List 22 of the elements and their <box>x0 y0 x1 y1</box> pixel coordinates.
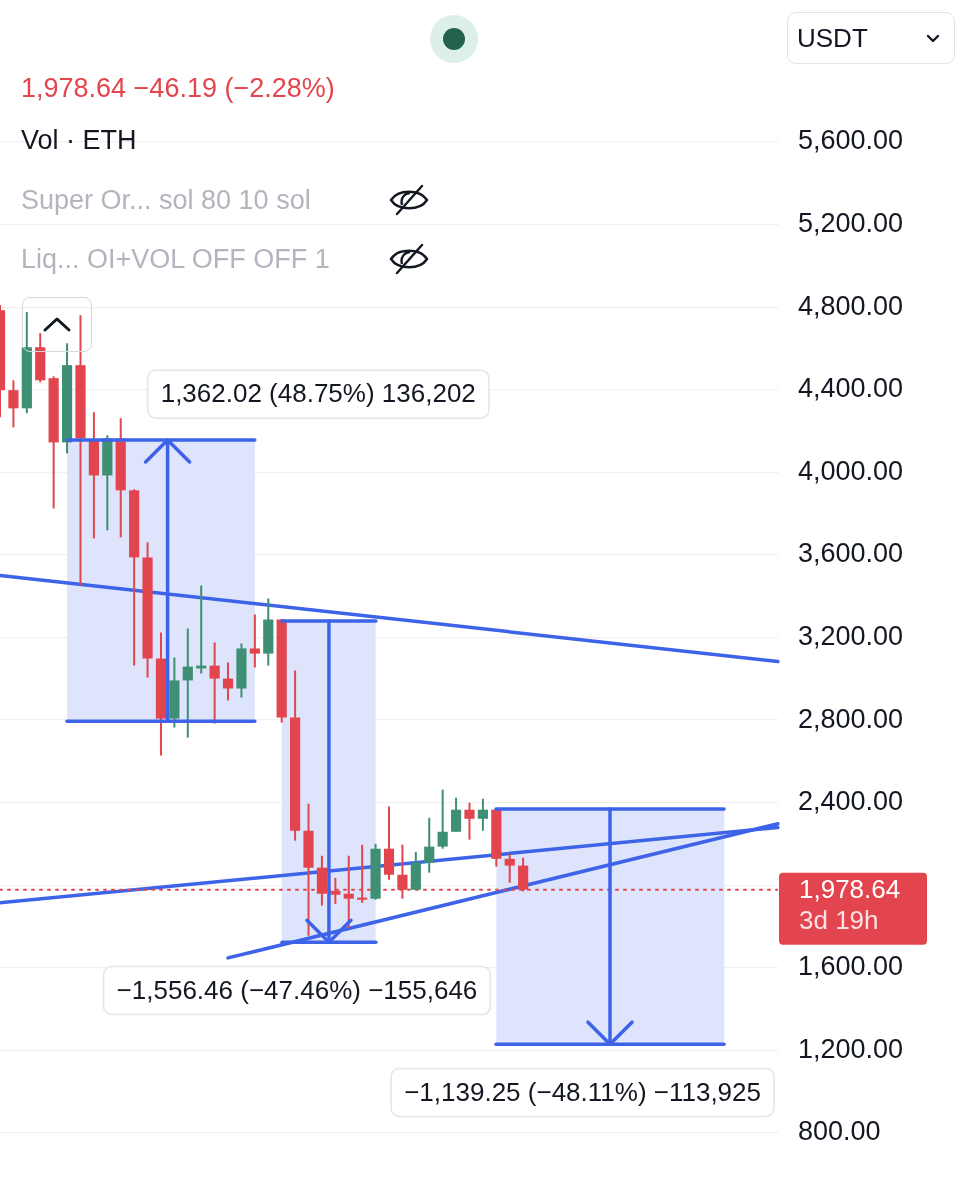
annotation: Liq... OI+VOL OFF OFF 1 <box>21 243 331 275</box>
y-tick-label: 1,200.00 <box>798 1033 904 1064</box>
annotation: Super Or... sol 80 10 sol <box>21 184 312 216</box>
y-tick-label: 4,000.00 <box>798 455 904 486</box>
band-label: 1,362.02 (48.75%) 136,202 <box>160 378 476 409</box>
y-tick-label: 2,800.00 <box>798 703 904 734</box>
y-tick-label: 5,200.00 <box>798 208 904 239</box>
y-tick-label: 800.00 <box>798 1116 881 1147</box>
unit-dropdown: USDT <box>787 12 955 64</box>
y-tick-label: 2,400.00 <box>798 786 904 817</box>
band-label: −1,139.25 (−48.11%) −113,925 <box>404 1076 761 1107</box>
y-tick-label: 5,600.00 <box>798 125 904 156</box>
y-tick-label: 3,600.00 <box>798 538 904 569</box>
chart-subtitle: 1,978.64 −46.19 (−2.28%) <box>21 72 335 104</box>
y-axis-title: USDT <box>797 22 869 54</box>
band-label: −1,556.46 (−47.46%) −155,646 <box>116 974 478 1005</box>
ref-line-label: 1,978.64 3d 19h <box>799 873 901 935</box>
y-tick-label: 1,600.00 <box>798 951 904 982</box>
y-tick-label: 4,800.00 <box>798 290 904 321</box>
annotation: Vol · ETH <box>21 124 138 156</box>
y-tick-label: 3,200.00 <box>798 620 904 651</box>
y-tick-label: 4,400.00 <box>798 373 904 404</box>
